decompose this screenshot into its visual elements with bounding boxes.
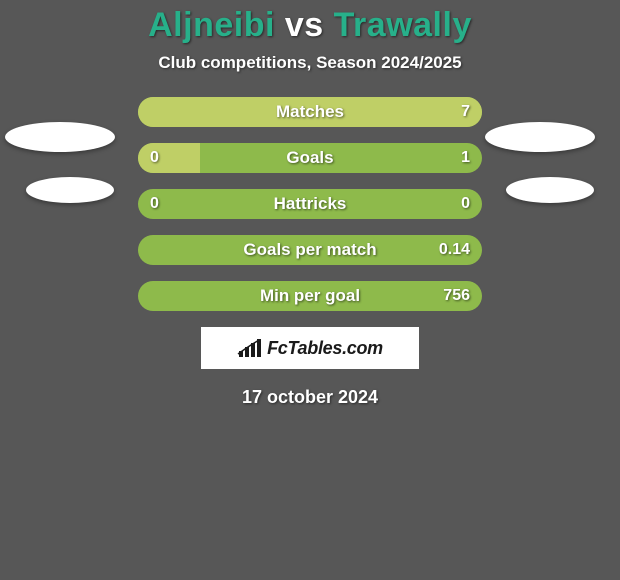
stat-bars: Matches7Goals01Hattricks00Goals per matc…: [138, 97, 482, 311]
stat-label: Matches: [138, 102, 482, 122]
logo-box: FcTables.com: [201, 327, 419, 369]
decorative-ellipse: [485, 122, 595, 152]
comparison-title: Aljneibi vs Trawally: [0, 0, 620, 45]
player2-name: Trawally: [334, 6, 472, 44]
vs-word: vs: [285, 6, 324, 44]
stat-value-right: 756: [443, 287, 470, 305]
player1-name: Aljneibi: [148, 6, 275, 44]
stat-label: Hattricks: [138, 194, 482, 214]
stat-value-left: 0: [150, 195, 159, 213]
decorative-ellipse: [5, 122, 115, 152]
stat-value-right: 0.14: [439, 241, 470, 259]
stat-value-right: 0: [461, 195, 470, 213]
stat-label: Min per goal: [138, 286, 482, 306]
stat-bar: Goals0 1: [138, 143, 482, 173]
decorative-ellipse: [506, 177, 594, 203]
bars-icon: [237, 337, 263, 359]
stat-bar: Matches7: [138, 97, 482, 127]
logo-text: FcTables.com: [267, 338, 383, 359]
stat-value-right: 1: [461, 149, 470, 167]
decorative-ellipse: [26, 177, 114, 203]
stat-value-right: 7: [461, 103, 470, 121]
stat-bar: Hattricks0 0: [138, 189, 482, 219]
stat-bar: Goals per match0.14: [138, 235, 482, 265]
subtitle: Club competitions, Season 2024/2025: [0, 53, 620, 73]
date: 17 october 2024: [0, 387, 620, 408]
stat-label: Goals: [138, 148, 482, 168]
stat-label: Goals per match: [138, 240, 482, 260]
stat-value-left: 0: [150, 149, 159, 167]
stat-bar: Min per goal756: [138, 281, 482, 311]
